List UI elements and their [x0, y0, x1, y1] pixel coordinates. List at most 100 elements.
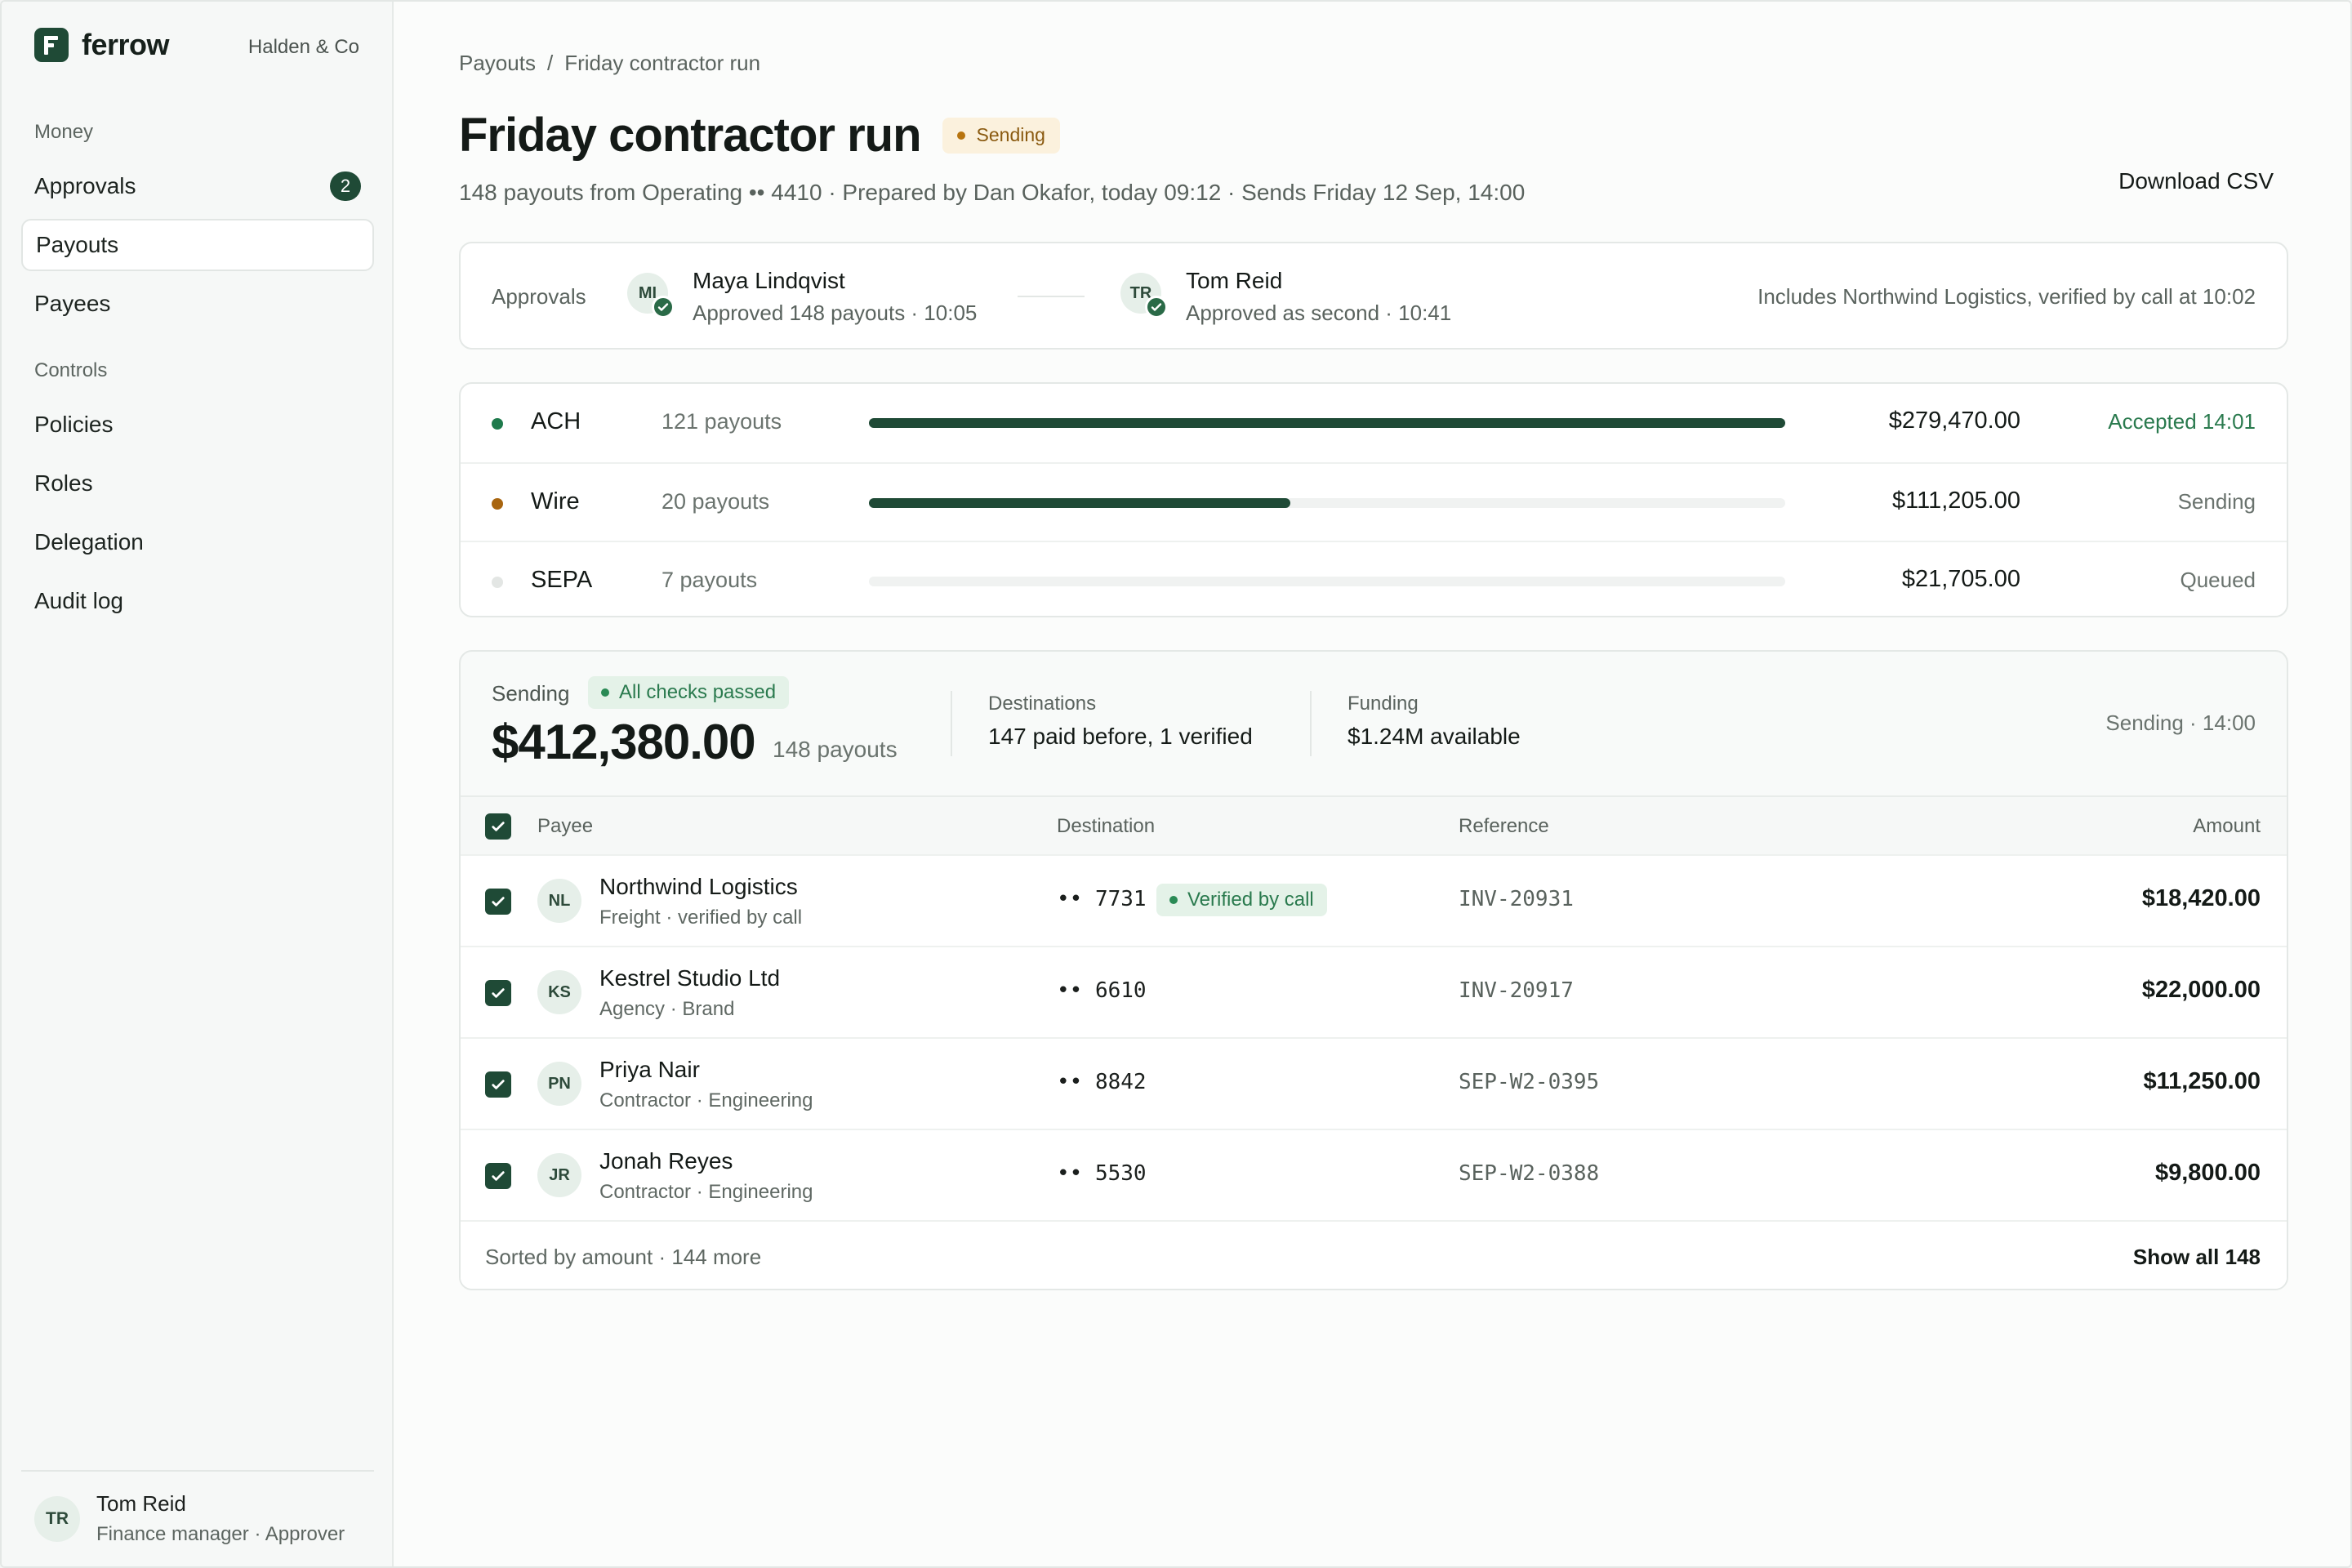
payout-summary-card: Sending All checks passed $412,380.00 14…: [459, 650, 2288, 1290]
checks-badge-label: All checks passed: [619, 681, 777, 703]
checkmark-icon: [492, 1080, 505, 1089]
payment-rails-card: ACH 121 payouts $279,470.00 Accepted 14:…: [459, 382, 2288, 617]
row-checkbox[interactable]: [485, 980, 511, 1006]
reference: INV-20931: [1459, 887, 1574, 911]
avatar-initials: MI: [638, 283, 657, 302]
sidebar-item-payees[interactable]: Payees: [21, 278, 374, 330]
column-header-reference[interactable]: Reference: [1459, 815, 1549, 837]
ferrow-logo-icon: [34, 28, 69, 62]
brand[interactable]: ferrow: [34, 28, 170, 62]
rail-name: Wire: [531, 488, 580, 514]
download-csv-button[interactable]: Download CSV: [2118, 168, 2274, 194]
rail-status-dot-icon: [492, 498, 503, 510]
row-checkbox[interactable]: [485, 1071, 511, 1098]
table-header: Payee Destination Reference Amount: [461, 797, 2287, 856]
sidebar-item-approvals[interactable]: Approvals 2: [21, 160, 374, 212]
sidebar-item-payouts[interactable]: Payouts: [21, 219, 374, 271]
avatar: NL: [537, 879, 581, 923]
approver-meta: Approved as second · 10:41: [1186, 301, 1452, 325]
user-name: Tom Reid: [96, 1491, 186, 1516]
approvals-note: Includes Northwind Logistics, verified b…: [1757, 284, 2256, 309]
row-checkbox[interactable]: [485, 1163, 511, 1189]
row-checkbox[interactable]: [485, 889, 511, 915]
checkmark-icon: [492, 1171, 505, 1181]
page-subtitle: 148 payouts from Operating •• 4410 · Pre…: [459, 180, 1526, 205]
verified-badge: Verified by call: [1156, 884, 1327, 916]
sidebar-item-label: Approvals: [34, 173, 136, 198]
sidebar-divider: [21, 1470, 374, 1472]
summary-count: 148 payouts: [773, 737, 898, 762]
column-header-payee[interactable]: Payee: [537, 815, 594, 837]
status-dot-icon: [956, 131, 965, 140]
column-header-amount[interactable]: Amount: [2193, 815, 2261, 837]
breadcrumb-separator: /: [546, 51, 554, 75]
table-row[interactable]: PN Priya Nair Contractor · Engineering •…: [461, 1039, 2287, 1130]
destination-account: •• 5530: [1057, 1161, 1147, 1186]
sidebar-item-policies[interactable]: Policies: [21, 399, 374, 451]
nav-section-controls: Controls: [34, 359, 108, 381]
rail-status: Accepted 14:01: [2108, 409, 2256, 434]
show-all-button[interactable]: Show all 148: [2132, 1245, 2261, 1269]
avatar: MI: [627, 273, 675, 318]
org-switcher[interactable]: Halden & Co: [247, 36, 359, 58]
checkmark-icon: [492, 822, 505, 831]
funding-label: Funding: [1348, 693, 1419, 715]
select-all-checkbox[interactable]: [485, 813, 511, 840]
payouts-table: Payee Destination Reference Amount NL No…: [461, 795, 2287, 1289]
rail-progress-bar: [869, 577, 1785, 586]
breadcrumb-parent[interactable]: Payouts: [459, 51, 536, 75]
rail-count: 20 payouts: [662, 489, 770, 514]
current-user[interactable]: TR Tom Reid Finance manager · Approver: [34, 1491, 345, 1546]
approver-connector: [1018, 296, 1085, 297]
rail-progress-bar: [869, 418, 1785, 428]
column-header-destination[interactable]: Destination: [1057, 815, 1156, 837]
main-content: Payouts / Friday contractor run Friday c…: [394, 2, 2350, 1566]
rail-status-dot-icon: [492, 577, 503, 588]
rail-progress-fill: [869, 498, 1291, 508]
payee-meta: Contractor · Engineering: [599, 1089, 813, 1111]
checkmark-icon: [492, 897, 505, 906]
table-row[interactable]: JR Jonah Reyes Contractor · Engineering …: [461, 1130, 2287, 1222]
summary-divider: [1310, 691, 1312, 756]
sidebar-item-delegation[interactable]: Delegation: [21, 516, 374, 568]
approver-tom: TR Tom Reid Approved as second · 10:41: [1120, 268, 1451, 326]
rail-row-sepa[interactable]: SEPA 7 payouts $21,705.00 Queued: [461, 541, 2287, 619]
destination-account: •• 6610: [1057, 978, 1147, 1003]
rail-row-ach[interactable]: ACH 121 payouts $279,470.00 Accepted 14:…: [461, 384, 2287, 462]
avatar: PN: [537, 1062, 581, 1106]
sidebar-item-label: Policies: [34, 412, 114, 437]
rail-amount: $111,205.00: [1892, 488, 2020, 514]
avatar: TR: [34, 1495, 80, 1542]
payee-meta: Contractor · Engineering: [599, 1181, 813, 1203]
payee-meta: Freight · verified by call: [599, 906, 803, 929]
rail-row-wire[interactable]: Wire 20 payouts $111,205.00 Sending: [461, 462, 2287, 541]
approver-maya: MI Maya Lindqvist Approved 148 payouts ·…: [627, 268, 977, 326]
rail-progress-fill: [869, 418, 1785, 428]
table-sort-summary: Sorted by amount · 144 more: [485, 1245, 762, 1269]
nav-section-money: Money: [34, 121, 94, 143]
payee-name: Priya Nair: [599, 1057, 700, 1082]
check-dot-icon: [601, 688, 609, 697]
summary-total: $412,380.00: [492, 715, 756, 769]
destinations-value: 147 paid before, 1 verified: [988, 724, 1253, 749]
sidebar-item-audit-log[interactable]: Audit log: [21, 575, 374, 627]
rail-name: ACH: [531, 408, 581, 434]
funding-value: $1.24M available: [1348, 724, 1521, 749]
amount: $18,420.00: [2141, 885, 2261, 911]
approver-meta: Approved 148 payouts · 10:05: [693, 301, 978, 325]
sidebar-item-label: Audit log: [34, 588, 123, 613]
payee-meta: Agency · Brand: [599, 998, 735, 1020]
table-row[interactable]: KS Kestrel Studio Ltd Agency · Brand •• …: [461, 947, 2287, 1039]
payee-name: Northwind Logistics: [599, 874, 798, 899]
rail-amount: $21,705.00: [1901, 566, 2020, 592]
page-title: Friday contractor run: [459, 109, 922, 162]
sidebar-item-roles[interactable]: Roles: [21, 457, 374, 510]
table-row[interactable]: NL Northwind Logistics Freight · verifie…: [461, 856, 2287, 947]
table-footer: Sorted by amount · 144 more Show all 148: [461, 1222, 2287, 1289]
rail-status: Sending: [2177, 489, 2256, 514]
approved-check-icon: [1145, 296, 1168, 318]
amount: $9,800.00: [2154, 1160, 2261, 1186]
amount: $22,000.00: [2141, 977, 2261, 1003]
rail-status-dot-icon: [492, 418, 503, 430]
